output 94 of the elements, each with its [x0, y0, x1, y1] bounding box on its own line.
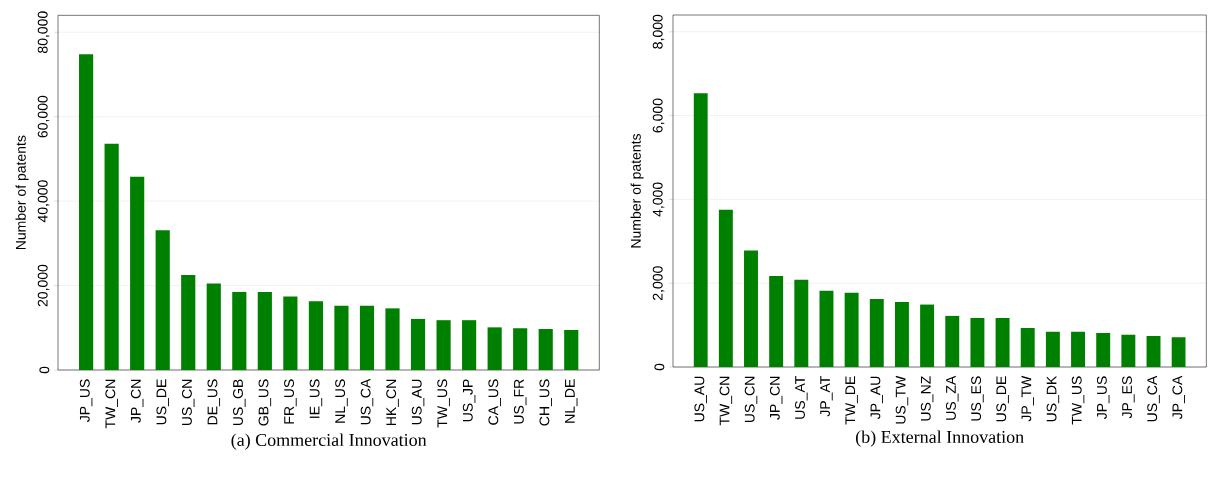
bar: [769, 276, 784, 367]
bar: [945, 315, 960, 367]
bar: [206, 283, 221, 370]
x-tick-label: TW_CN: [719, 376, 733, 426]
x-tick-label: TW_US: [437, 379, 450, 428]
bar: [718, 209, 733, 367]
x-tick-label: JP_US: [79, 379, 93, 423]
bar: [104, 143, 119, 370]
x-tick-label: US_DE: [156, 379, 169, 425]
x-tick-label: US_CN: [744, 376, 758, 423]
y-tick-label: 4,000: [652, 182, 665, 217]
bar: [844, 292, 859, 367]
bar: [693, 93, 708, 367]
x-tick-label: US_DK: [1046, 375, 1060, 422]
bar: [334, 305, 349, 370]
bar: [1121, 334, 1136, 367]
x-tick-label: JP_TW: [1021, 375, 1034, 422]
bar: [436, 320, 451, 370]
y-tick-label: 40,000: [37, 180, 50, 223]
bar: [359, 305, 375, 370]
x-tick-label: DE_US: [207, 379, 221, 425]
x-tick-label: US_GB: [233, 379, 246, 426]
x-tick-label: US_CA: [1147, 375, 1160, 422]
x-tick-label: JP_US: [1096, 376, 1110, 420]
y-tick-label: 0: [654, 363, 665, 371]
bar: [538, 329, 553, 370]
y-tick-label: 2,000: [652, 266, 665, 300]
bar: [1096, 333, 1111, 367]
bar: [995, 317, 1010, 367]
x-tick-label: NL_DE: [565, 379, 578, 423]
bar: [385, 308, 400, 370]
x-tick-label: US_ES: [971, 376, 984, 421]
bar: [1071, 331, 1086, 367]
x-tick-label: US_FR: [513, 379, 527, 424]
x-tick-label: NL_US: [335, 379, 348, 423]
x-tick-label: TW_US: [1071, 376, 1085, 425]
x-tick-label: US_JP: [462, 379, 476, 422]
bar: [513, 328, 528, 370]
x-tick-label: US_DE: [996, 376, 1009, 422]
bar: [1146, 335, 1161, 367]
x-tick-label: CA_US: [488, 379, 501, 425]
x-tick-label: JP_CN: [769, 376, 783, 420]
bar: [894, 302, 909, 367]
x-tick-label: US_AT: [795, 376, 808, 419]
x-tick-label: JP_ES: [1122, 376, 1135, 419]
bar: [970, 317, 985, 367]
x-tick-label: TW_CN: [105, 379, 118, 429]
x-tick-label: JP_CN: [130, 379, 144, 423]
bar: [794, 279, 809, 367]
bar: [79, 54, 94, 370]
bar: [410, 318, 426, 370]
y-tick-label: 8,000: [652, 14, 665, 49]
y-tick-label: 0: [39, 366, 50, 374]
bar: [232, 291, 247, 370]
y-axis-title: Number of patents: [630, 133, 644, 248]
x-tick-label: HK_CN: [386, 379, 399, 426]
x-tick-label: JP_CA: [1172, 375, 1185, 420]
bar: [181, 275, 196, 370]
y-tick-label: 6,000: [652, 98, 665, 133]
x-tick-label: US_TW: [895, 375, 909, 424]
y-tick-label: 20,000: [37, 264, 50, 307]
x-tick-label: JP_AT: [820, 376, 833, 417]
y-tick-label: 60,000: [37, 95, 50, 138]
x-tick-label: US_CN: [181, 379, 195, 426]
x-tick-label: US_NZ: [920, 376, 934, 421]
bar: [308, 301, 323, 370]
x-tick-label: IE_US: [309, 379, 323, 418]
text: (b) External Innovation: [856, 430, 1024, 447]
bar: [130, 176, 145, 370]
x-tick-label: JP_AU: [870, 376, 883, 420]
bar: [819, 290, 834, 367]
bar: [1171, 337, 1186, 367]
text: (a) Commercial Innovation: [231, 433, 427, 450]
y-axis-title: Number of patents: [15, 135, 29, 250]
bar: [869, 299, 884, 367]
bar: [487, 327, 502, 370]
x-tick-label: US_CA: [360, 378, 374, 425]
bar: [155, 230, 170, 370]
y-tick-label: 80,000: [37, 11, 50, 54]
bar: [462, 320, 477, 370]
bar: [257, 291, 272, 370]
x-tick-label: FR_US: [284, 379, 297, 424]
x-tick-label: US_AU: [411, 379, 425, 425]
x-tick-label: TW_DE: [845, 376, 858, 425]
x-tick-label: CH_US: [539, 379, 552, 426]
bar: [1020, 328, 1035, 367]
x-tick-label: US_ZA: [945, 375, 959, 420]
x-tick-label: GB_US: [258, 379, 272, 426]
bar: [1045, 331, 1060, 367]
bar: [920, 304, 935, 367]
bar: [283, 296, 298, 370]
bar: [564, 329, 579, 370]
bar: [744, 250, 758, 367]
x-tick-label: US_AU: [694, 376, 707, 422]
